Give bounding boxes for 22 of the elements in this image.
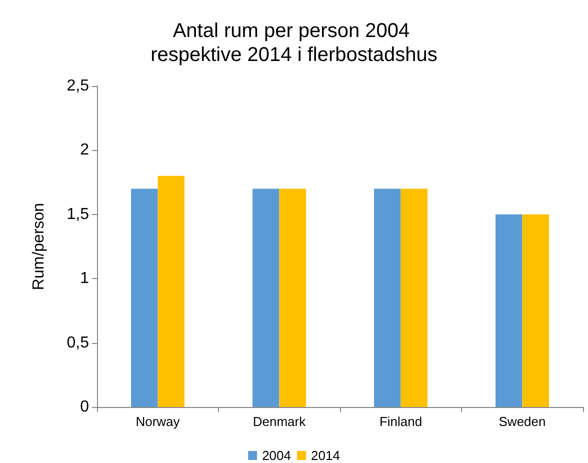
- y-tick-label: 1,5: [66, 206, 90, 223]
- chart-title: Antal rum per person 2004 respektive 2014 i flerbostadshus: [150, 20, 438, 66]
- bar: [252, 188, 280, 407]
- x-tick-label: Finland: [379, 414, 422, 429]
- y-tick-label: 0: [80, 398, 90, 416]
- x-tick-label: Denmark: [252, 414, 306, 429]
- y-tick-label: 0,5: [66, 334, 90, 352]
- bar: [158, 176, 184, 407]
- bar: [279, 188, 306, 407]
- y-tick-label: 2: [80, 142, 90, 159]
- bar: [522, 214, 549, 407]
- bar: [374, 188, 401, 407]
- legend-label: 2004: [262, 448, 291, 463]
- legend-label: 2014: [311, 448, 340, 463]
- x-tick-label: Sweden: [498, 414, 546, 429]
- bar: [400, 188, 428, 407]
- y-axis-title: Rum/person: [30, 202, 48, 290]
- bar: [496, 214, 522, 407]
- bar: [131, 188, 158, 407]
- y-tick-label: 1: [80, 270, 90, 288]
- y-tick-label: 2,5: [66, 78, 90, 94]
- x-tick-label: Norway: [136, 414, 180, 429]
